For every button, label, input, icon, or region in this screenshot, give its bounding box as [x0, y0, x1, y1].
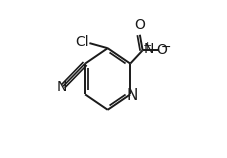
Text: N: N — [126, 88, 137, 103]
Text: O: O — [155, 43, 166, 57]
Text: +: + — [142, 41, 151, 51]
Text: O: O — [134, 18, 145, 32]
Text: Cl: Cl — [75, 35, 88, 49]
Text: N: N — [143, 42, 153, 56]
Text: −: − — [160, 41, 170, 54]
Text: N: N — [56, 80, 67, 94]
